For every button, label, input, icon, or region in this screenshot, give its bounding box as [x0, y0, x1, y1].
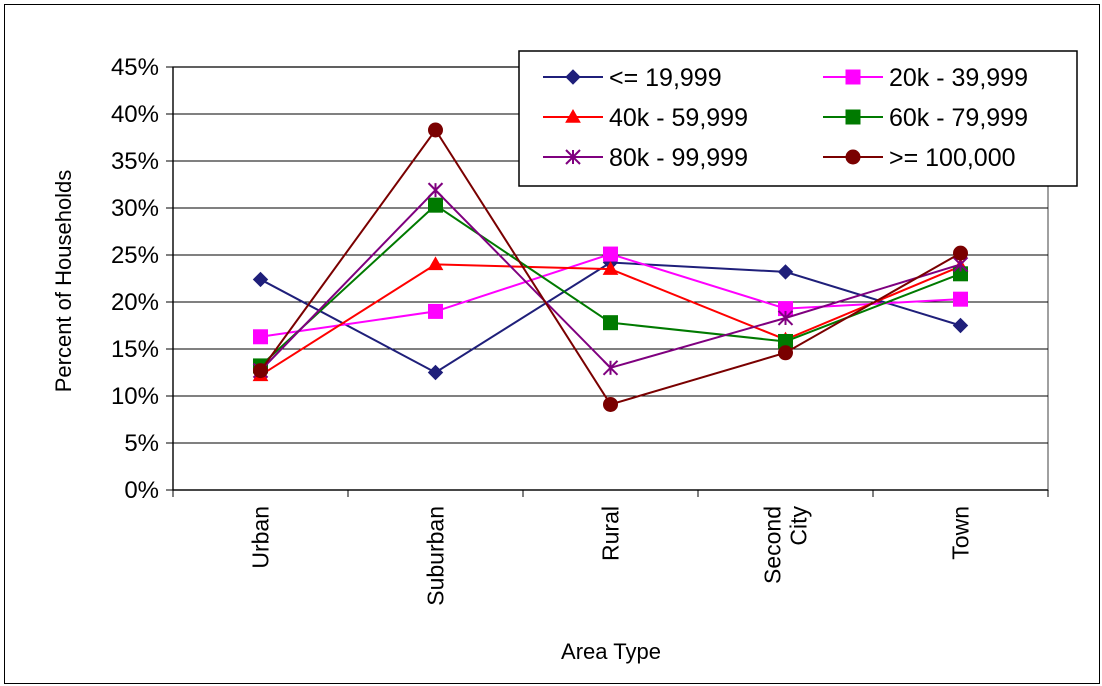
y-tick-label: 20% [111, 289, 159, 316]
x-category-label: Rural [598, 506, 624, 561]
x-category-label: Second [760, 506, 786, 584]
series-3 [253, 197, 968, 374]
y-tick-label: 5% [124, 430, 159, 457]
data-point [565, 69, 581, 85]
series-line [259, 188, 961, 372]
y-tick-label: 15% [111, 336, 159, 363]
data-point [602, 360, 619, 376]
y-tick-label: 25% [111, 242, 159, 269]
series-line [259, 203, 961, 367]
legend-label: >= 100,000 [889, 144, 1016, 172]
data-point [428, 122, 443, 138]
y-tick-label: 35% [111, 148, 159, 175]
data-point [427, 364, 444, 381]
legend [518, 50, 1078, 187]
data-point [603, 246, 618, 262]
legend-item: 20k - 39,999 [823, 64, 1028, 92]
legend-label: <= 19,999 [609, 64, 722, 92]
data-point [253, 363, 268, 379]
y-tick-label: 10% [111, 383, 159, 410]
data-point [427, 256, 444, 271]
data-point [428, 303, 443, 319]
data-point [953, 245, 968, 261]
legend-label: 20k - 39,999 [889, 64, 1028, 92]
data-point [252, 271, 269, 288]
data-point [845, 69, 861, 85]
x-category-label: Town [948, 506, 974, 560]
data-point [603, 396, 618, 412]
legend-item: <= 19,999 [543, 64, 722, 92]
chart-frame: 0% 5% 10% 15% 20% 25% 30% 35% 40% 45% Urban Suburba… [4, 4, 1100, 684]
legend-item: 80k - 99,999 [543, 144, 748, 172]
y-tick-label: 0% [124, 477, 159, 504]
line-chart: 0% 5% 10% 15% 20% 25% 30% 35% 40% 45% Urban Suburba… [51, 50, 1078, 664]
data-point [428, 197, 443, 213]
x-category-label: Urban [248, 506, 274, 569]
y-tick-label: 30% [111, 195, 159, 222]
data-point [565, 108, 581, 123]
data-point [777, 310, 794, 326]
x-category-label: City [786, 506, 812, 546]
data-point [427, 182, 444, 198]
legend-label: 40k - 59,999 [609, 104, 748, 132]
x-axis-title: Area Type [561, 639, 661, 664]
data-point [953, 291, 968, 307]
data-point [777, 264, 794, 280]
legend-item: 40k - 59,999 [543, 104, 748, 132]
data-point [565, 149, 581, 165]
legend-item: 60k - 79,999 [823, 104, 1028, 132]
series-5 [253, 122, 968, 412]
y-tick-label: 45% [111, 54, 159, 81]
data-point [845, 149, 861, 165]
data-point [952, 317, 969, 334]
legend-item: >= 100,000 [823, 144, 1016, 172]
data-point [603, 315, 618, 331]
legend-label: 60k - 79,999 [889, 104, 1028, 132]
legend-label: 80k - 99,999 [609, 144, 748, 172]
data-point [778, 345, 793, 361]
series-4 [252, 182, 969, 379]
data-point [253, 329, 268, 345]
x-category-label: Suburban [423, 506, 449, 606]
y-tick-label: 40% [111, 101, 159, 128]
series-1 [253, 246, 968, 345]
data-point [845, 109, 861, 125]
data-point [602, 261, 619, 275]
y-axis-title: Percent of Households [51, 170, 76, 393]
